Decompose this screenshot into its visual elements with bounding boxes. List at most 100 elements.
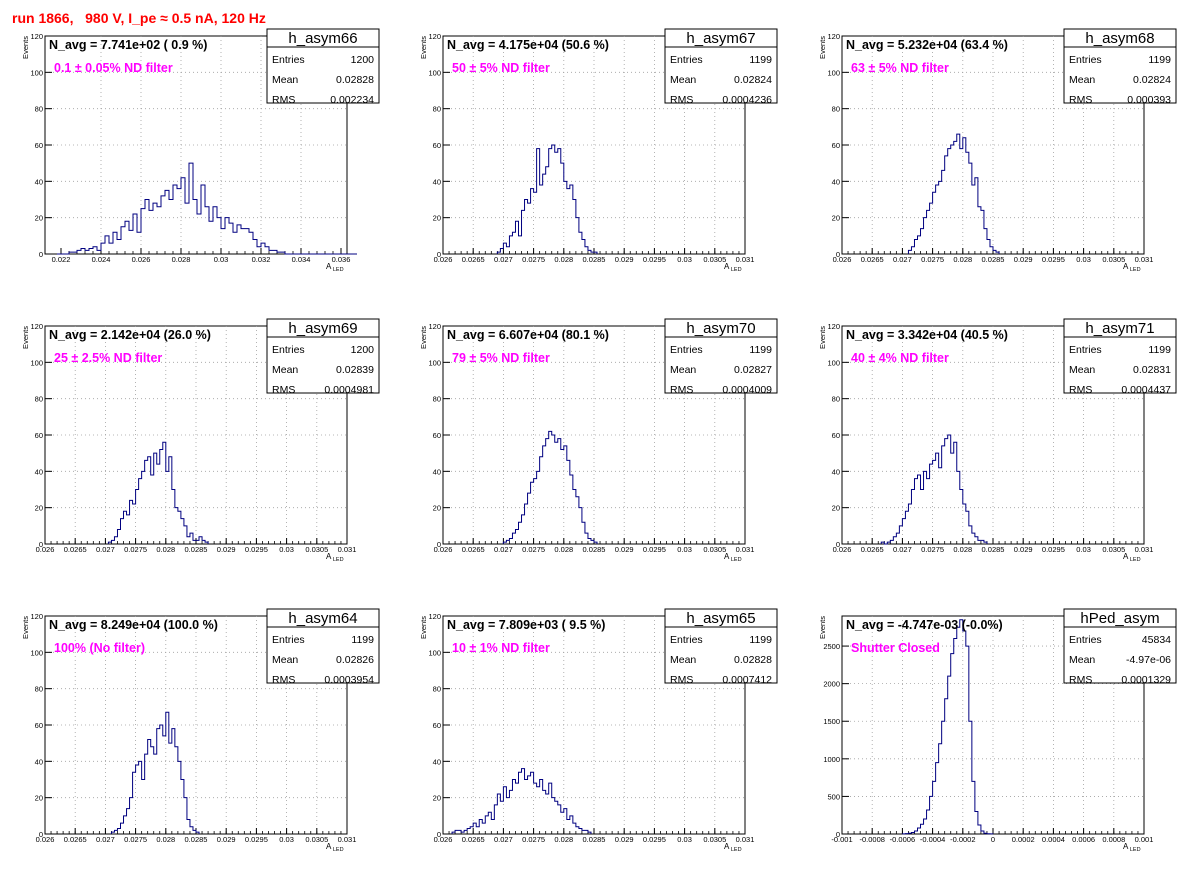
x-tick-label: 0.026 bbox=[833, 545, 852, 554]
x-tick-label: 0.028 bbox=[156, 545, 175, 554]
stats-value-mean: 0.02826 bbox=[336, 654, 374, 666]
y-axis-label: Events bbox=[419, 616, 428, 639]
stats-key-entries: Entries bbox=[1069, 634, 1102, 646]
histogram-series bbox=[880, 434, 988, 545]
y-tick-label: 120 bbox=[30, 32, 43, 41]
x-tick-label: 0.03 bbox=[279, 545, 294, 554]
x-tick-label: -0.0008 bbox=[859, 835, 884, 844]
filter-annotation: 10 ± 1% ND filter bbox=[452, 641, 550, 655]
x-tick-label: 0.027 bbox=[494, 255, 513, 264]
x-tick-label: 0.028 bbox=[953, 545, 972, 554]
y-tick-label: 60 bbox=[832, 141, 840, 150]
stats-box-frame bbox=[1063, 318, 1177, 394]
filter-annotation: 79 ± 5% ND filter bbox=[452, 351, 550, 365]
x-axis-label: A LED bbox=[724, 842, 742, 853]
x-tick-label: 0.031 bbox=[338, 835, 357, 844]
x-axis-label: A LED bbox=[326, 552, 344, 563]
x-tick-label: 0.029 bbox=[615, 545, 634, 554]
histogram-series bbox=[110, 711, 200, 834]
x-tick-label: 0.03 bbox=[1076, 255, 1091, 264]
x-tick-label: 0.0295 bbox=[245, 545, 268, 554]
stats-value-rms: 0.0004981 bbox=[324, 384, 374, 396]
x-tick-label: 0.0305 bbox=[1102, 255, 1125, 264]
y-tick-label: 2500 bbox=[823, 642, 840, 651]
histogram-name: h_asym68 bbox=[1085, 30, 1154, 47]
y-tick-label: 60 bbox=[832, 431, 840, 440]
x-tick-label: 0.0305 bbox=[703, 545, 726, 554]
y-tick-label: 40 bbox=[433, 757, 441, 766]
stats-key-entries: Entries bbox=[1069, 344, 1102, 356]
stats-key-mean: Mean bbox=[670, 74, 696, 86]
histogram-series bbox=[502, 430, 598, 544]
stats-value-rms: 0.0004236 bbox=[722, 94, 772, 106]
y-tick-label: 100 bbox=[30, 648, 43, 657]
x-tick-label: 0.027 bbox=[96, 835, 115, 844]
filter-annotation: Shutter Closed bbox=[851, 641, 940, 655]
x-tick-label: 0.0295 bbox=[643, 255, 666, 264]
x-tick-label: 0.0004 bbox=[1042, 835, 1065, 844]
x-tick-label: 0.032 bbox=[252, 255, 271, 264]
x-tick-label: -0.0002 bbox=[950, 835, 975, 844]
x-tick-label: 0.0265 bbox=[462, 255, 485, 264]
stats-value-entries: 45834 bbox=[1142, 634, 1171, 646]
y-tick-label: 120 bbox=[827, 322, 840, 331]
x-tick-label: 0.0275 bbox=[522, 835, 545, 844]
x-axis-label: A LED bbox=[326, 842, 344, 853]
stats-box-frame bbox=[1063, 28, 1177, 104]
filter-annotation: 100% (No filter) bbox=[54, 641, 145, 655]
stats-box: h_asym66 Entries 1200 Mean 0.02828 RMS 0.00223… bbox=[266, 28, 380, 106]
stats-value-mean: 0.02828 bbox=[734, 654, 772, 666]
y-tick-label: 1500 bbox=[823, 717, 840, 726]
stats-key-rms: RMS bbox=[1069, 674, 1092, 686]
y-tick-label: 20 bbox=[433, 794, 441, 803]
x-tick-label: 0.0305 bbox=[1102, 545, 1125, 554]
stats-value-mean: 0.02827 bbox=[734, 364, 772, 376]
stats-value-entries: 1200 bbox=[351, 54, 375, 66]
x-tick-label: 0.03 bbox=[677, 255, 692, 264]
stats-value-entries: 1199 bbox=[749, 634, 772, 646]
stats-box: h_asym64 Entries 1199 Mean 0.02826 RMS 0.00039… bbox=[266, 608, 380, 686]
x-tick-label: 0.0285 bbox=[583, 835, 606, 844]
x-tick-label: 0.027 bbox=[494, 545, 513, 554]
x-tick-label: 0.029 bbox=[1014, 545, 1033, 554]
x-axis-label: A LED bbox=[1123, 552, 1141, 563]
x-tick-label: 0.0275 bbox=[124, 835, 147, 844]
y-tick-label: 40 bbox=[433, 177, 441, 186]
x-tick-label: 0.029 bbox=[615, 835, 634, 844]
filter-annotation: 50 ± 5% ND filter bbox=[452, 61, 550, 75]
stats-key-entries: Entries bbox=[670, 54, 703, 66]
y-tick-label: 80 bbox=[433, 105, 441, 114]
y-tick-label: 120 bbox=[428, 32, 441, 41]
y-tick-label: 60 bbox=[35, 431, 43, 440]
x-tick-label: 0.03 bbox=[1076, 545, 1091, 554]
x-tick-label: 0.0265 bbox=[462, 545, 485, 554]
histogram-panel-h_asym65: 0.026 0.0265 0.027 0.0275 0.028 0.0285 0.029 0.… bbox=[419, 608, 778, 853]
x-tick-label: 0.027 bbox=[494, 835, 513, 844]
x-tick-label: 0.029 bbox=[217, 835, 236, 844]
y-axis-label: Events bbox=[818, 36, 827, 59]
x-tick-label: 0.0275 bbox=[921, 545, 944, 554]
stats-key-mean: Mean bbox=[670, 654, 696, 666]
x-tick-label: 0.0305 bbox=[305, 835, 328, 844]
x-tick-label: 0.026 bbox=[36, 835, 55, 844]
stats-box-frame bbox=[664, 608, 778, 684]
x-tick-label: 0.0285 bbox=[982, 545, 1005, 554]
stats-key-rms: RMS bbox=[670, 674, 693, 686]
histogram-panel-h_asym64: 0.026 0.0265 0.027 0.0275 0.028 0.0285 0.029 0.… bbox=[21, 608, 380, 853]
navg-label: N_avg = 5.232e+04 (63.4 %) bbox=[846, 38, 1008, 52]
x-tick-label: 0.0305 bbox=[305, 545, 328, 554]
x-axis-label: A LED bbox=[326, 262, 344, 273]
y-tick-label: 100 bbox=[827, 68, 840, 77]
x-tick-label: 0.0295 bbox=[1042, 545, 1065, 554]
stats-value-entries: 1200 bbox=[351, 344, 375, 356]
x-tick-label: 0.031 bbox=[1135, 255, 1154, 264]
x-axis-label: A LED bbox=[1123, 262, 1141, 273]
y-tick-label: 0 bbox=[437, 830, 441, 839]
histogram-name: h_asym66 bbox=[288, 30, 357, 47]
y-tick-label: 100 bbox=[30, 358, 43, 367]
stats-value-mean: 0.02839 bbox=[336, 364, 374, 376]
y-tick-label: 120 bbox=[30, 322, 43, 331]
x-tick-label: 0.026 bbox=[132, 255, 151, 264]
y-tick-label: 0 bbox=[836, 540, 840, 549]
